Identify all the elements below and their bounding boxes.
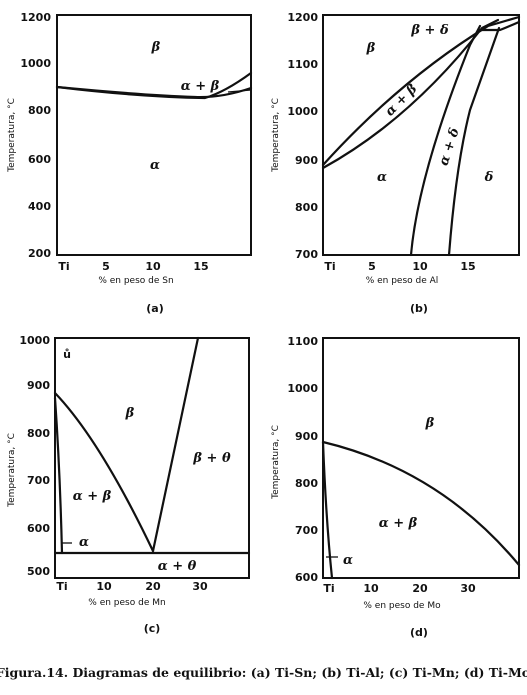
panel-b-frame	[322, 14, 520, 256]
panel-c-region-alpha-beta: α + β	[73, 489, 112, 504]
panel-a-x-axis-label: % en peso de Sn	[98, 276, 173, 286]
panel-c-sublabel: (c)	[144, 622, 161, 635]
y-tick-label: 700	[295, 248, 318, 261]
panel-b-region-beta: β	[366, 41, 376, 56]
panel-a-y-tick-labels: 1200 1000 800 600 400 200	[20, 11, 51, 260]
panel-b-x-tick-labels: Ti 5 10 15	[324, 260, 475, 273]
y-tick-label: 1200	[287, 11, 318, 24]
y-tick-label: 800	[27, 427, 50, 440]
panel-a-region-alpha-beta: α + β	[181, 79, 220, 94]
panel-d-sublabel: (d)	[410, 626, 428, 639]
panel-d-beta-transus-curve	[321, 440, 521, 567]
panel-a-region-alpha: α	[150, 158, 160, 173]
panel-d-y-axis-label: Temperatura, °C	[271, 425, 281, 500]
y-tick-label: 200	[28, 247, 51, 260]
y-tick-label: 1000	[20, 57, 51, 70]
panel-c-region-beta: β	[125, 406, 135, 421]
y-tick-label: 600	[295, 571, 318, 584]
x-tick-label: Ti	[56, 580, 67, 593]
panel-c-beta-transus-right	[151, 336, 200, 553]
panel-b-y-tick-labels: 1200 1100 1000 900 800 700	[287, 11, 318, 261]
panel-a-alpha-solvus-curve	[55, 85, 253, 99]
y-tick-label: 800	[295, 477, 318, 490]
panel-b-delta-solvus-curve	[478, 20, 521, 32]
panel-b: 1200 1100 1000 900 800 700 Ti 5 10 15 % …	[271, 11, 521, 315]
panel-c-y-tick-labels: 1000 900 800 700 600 500	[19, 334, 50, 578]
y-tick-label: 800	[28, 104, 51, 117]
y-tick-label: 1100	[287, 335, 318, 348]
panel-d-x-tick-labels: Ti 10 20 30	[323, 582, 476, 595]
panel-d-frame	[322, 337, 520, 579]
x-tick-label: Ti	[323, 582, 334, 595]
panel-d-y-tick-labels: 1100 1000 900 800 700 600	[287, 335, 318, 584]
panel-b-beta-transus-curve	[321, 15, 521, 167]
y-tick-label: 900	[27, 379, 50, 392]
panel-c-small-mark: ů	[63, 348, 71, 361]
x-tick-label: Ti	[324, 260, 335, 273]
x-tick-label: 30	[460, 582, 476, 595]
x-tick-label: 30	[192, 580, 208, 593]
y-tick-label: 400	[28, 200, 51, 213]
y-tick-label: 1000	[287, 105, 318, 118]
panel-c-region-alpha-theta: α + θ	[158, 559, 197, 574]
x-tick-label: 5	[102, 260, 110, 273]
panel-b-region-alpha: α	[377, 170, 387, 185]
panel-d-region-alpha: α	[343, 553, 353, 568]
panel-b-region-beta-delta: β + δ	[410, 23, 449, 38]
panel-c-beta-transus-left	[53, 391, 155, 553]
panel-b-alpha-delta-boundary-right	[447, 26, 501, 257]
panel-c-y-axis-label: Temperatura, °C	[7, 433, 17, 508]
panel-c-x-tick-labels: Ti 10 20 30	[56, 580, 208, 593]
x-tick-label: 10	[363, 582, 379, 595]
panel-d-alpha-solvus-curve	[321, 440, 334, 580]
x-tick-label: 5	[368, 260, 376, 273]
y-tick-label: 800	[295, 201, 318, 214]
x-tick-label: 10	[96, 580, 112, 593]
x-tick-label: 10	[412, 260, 428, 273]
panel-a-frame	[56, 14, 252, 256]
panel-b-x-axis-label: % en peso de Al	[366, 276, 439, 286]
panel-a-region-beta: β	[151, 40, 161, 55]
figure-caption: Figura.14. Diagramas de equilibrio: (a) …	[0, 665, 527, 680]
x-tick-label: 10	[145, 260, 161, 273]
y-tick-label: 900	[295, 430, 318, 443]
panel-c-region-alpha: α	[79, 535, 89, 550]
panel-c: ů 1000 900 800 700 600 500 Ti 10 20 30 %…	[7, 334, 251, 635]
panel-d-region-beta: β	[425, 416, 435, 431]
x-tick-label: 15	[193, 260, 208, 273]
y-tick-label: 600	[27, 522, 50, 535]
panel-d-x-axis-label: % en peso de Mo	[363, 601, 441, 611]
panel-b-alpha-delta-boundary-left	[409, 24, 482, 257]
panel-a-x-tick-labels: Ti 5 10 15	[58, 260, 208, 273]
panel-a-sublabel: (a)	[146, 302, 163, 315]
x-tick-label: 20	[412, 582, 428, 595]
panel-c-alpha-solvus-curve	[53, 396, 64, 555]
panel-d-region-alpha-beta: α + β	[379, 516, 418, 531]
panel-b-region-delta: δ	[484, 170, 494, 185]
y-tick-label: 1000	[287, 382, 318, 395]
x-tick-label: Ti	[58, 260, 69, 273]
y-tick-label: 700	[27, 474, 50, 487]
panel-b-y-axis-label: Temperatura, °C	[271, 98, 281, 173]
x-tick-label: 15	[460, 260, 475, 273]
y-tick-label: 1100	[287, 58, 318, 71]
panel-a: 1200 1000 800 600 400 200 Ti 5 10 15 % e…	[7, 11, 253, 315]
panel-d: 1100 1000 900 800 700 600 Ti 10 20 30 % …	[271, 335, 521, 639]
panel-a-tie-line	[227, 89, 252, 93]
panel-c-x-axis-label: % en peso de Mn	[88, 598, 165, 608]
y-tick-label: 600	[28, 153, 51, 166]
y-tick-label: 1000	[19, 334, 50, 347]
y-tick-label: 700	[295, 524, 318, 537]
panel-c-frame	[54, 337, 250, 579]
y-tick-label: 500	[27, 565, 50, 578]
panel-b-sublabel: (b)	[410, 302, 428, 315]
panel-c-region-beta-theta: β + θ	[192, 451, 231, 466]
panel-a-y-axis-label: Temperatura, °C	[7, 98, 17, 173]
x-tick-label: 20	[145, 580, 161, 593]
y-tick-label: 900	[295, 154, 318, 167]
y-tick-label: 1200	[20, 11, 51, 24]
